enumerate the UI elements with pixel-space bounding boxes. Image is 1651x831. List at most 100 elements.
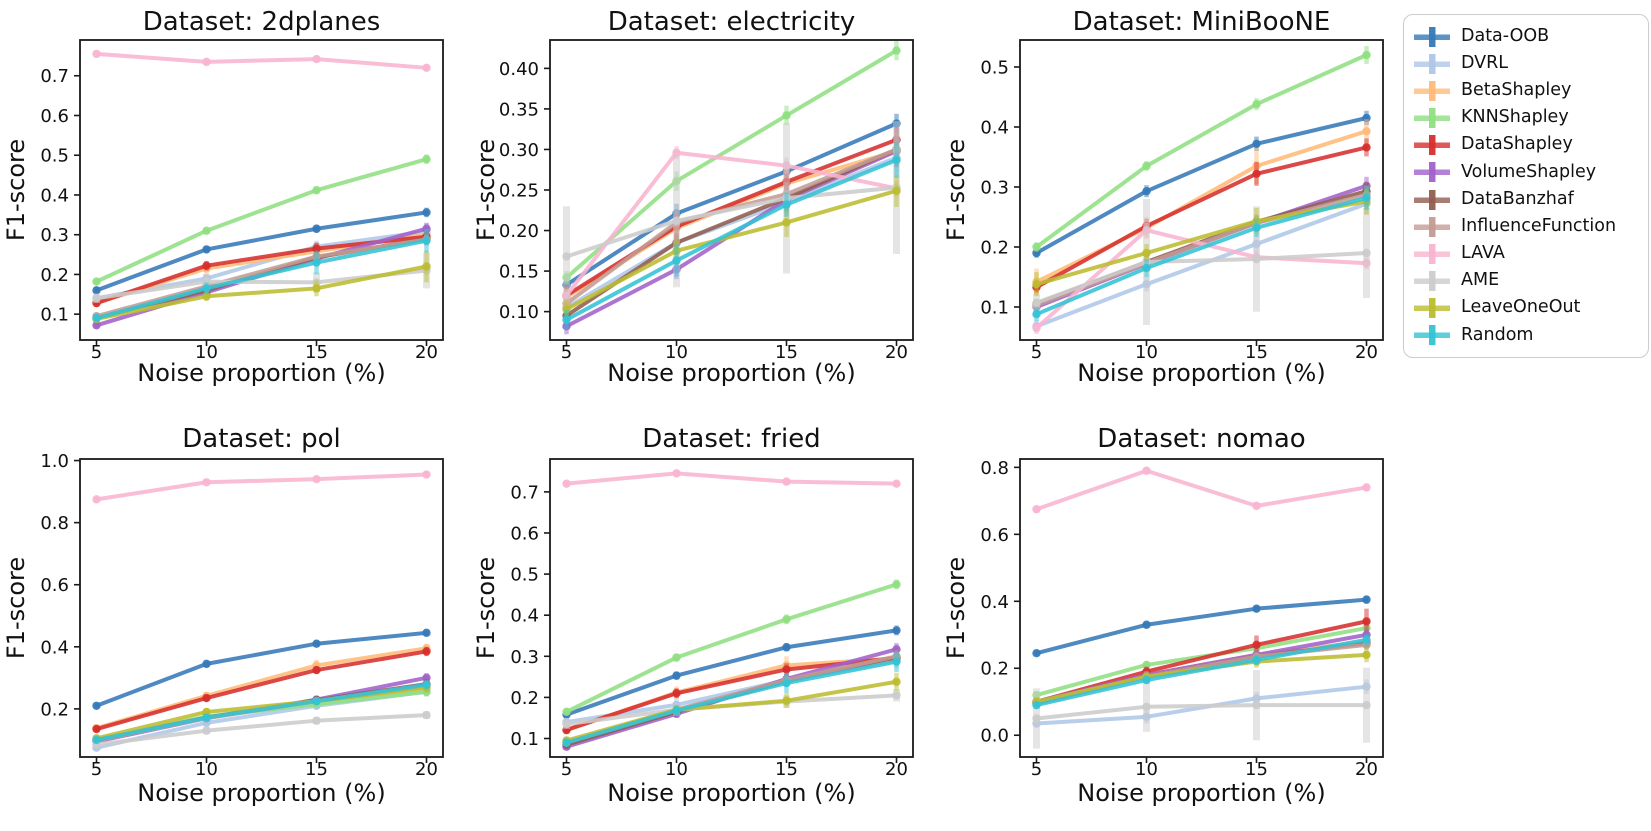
x-tick-label: 10 — [195, 759, 218, 780]
series-line-Data-OOB — [1034, 597, 1369, 656]
y-tick-label: 0.3 — [980, 177, 1009, 198]
series-marker-KNNShapley — [892, 580, 901, 589]
series-marker-LAVA — [672, 469, 681, 478]
legend-marker-icon — [1414, 135, 1450, 156]
series-marker-KNNShapley — [92, 277, 101, 286]
series-marker-DataShapley — [312, 665, 321, 675]
y-axis-label: F1-score — [472, 139, 500, 241]
legend-marker-icon — [1414, 53, 1450, 74]
series-marker-Random — [782, 678, 791, 688]
series-line-DataShapley — [564, 137, 899, 298]
legend-entry-label: BetaShapley — [1461, 80, 1572, 101]
series-marker-Data-OOB — [1362, 595, 1371, 604]
series-marker-AME — [672, 216, 681, 226]
legend-entry-KNNShapley: KNNShapley — [1414, 106, 1638, 130]
series-line-KNNShapley — [564, 48, 899, 280]
series-marker-LAVA — [782, 477, 791, 486]
chart-title: Dataset: pol — [182, 424, 340, 454]
y-tick-label: 0.4 — [980, 592, 1009, 613]
y-tick-label: 0.8 — [40, 513, 69, 534]
axes-frame — [79, 39, 444, 341]
subplot-dataset-nomao: 0.0 0.2 0.4 0.6 0.8 5 10 15 20 Dataset: nomao Nois… — [940, 413, 1410, 831]
axes-frame — [1019, 458, 1384, 758]
y-tick-label: 0.0 — [980, 726, 1009, 747]
legend-marker-icon — [1414, 162, 1450, 183]
series-line-Random — [94, 682, 429, 742]
series-marker-LeaveOneOut — [892, 186, 901, 196]
y-tick-label: 0.1 — [510, 729, 539, 750]
series-marker-AME — [1362, 700, 1371, 710]
series-marker-DataShapley — [672, 689, 681, 698]
x-tick-label: 5 — [91, 759, 102, 780]
x-tick-label: 10 — [665, 342, 688, 363]
legend-entry-label: KNNShapley — [1461, 107, 1569, 128]
legend-entry-Random: Random — [1414, 323, 1638, 347]
series-marker-Random — [1362, 193, 1371, 202]
y-tick-label: 0.2 — [980, 659, 1009, 680]
x-tick-label: 15 — [305, 759, 328, 780]
legend-entry-label: InfluenceFunction — [1461, 215, 1617, 236]
legend-entry-label: DataShapley — [1461, 134, 1573, 155]
series-marker-AME — [562, 252, 571, 261]
y-tick-label: 0.20 — [499, 221, 539, 242]
y-tick-label: 0.15 — [499, 262, 539, 283]
legend-marker-icon — [1414, 108, 1450, 129]
series-marker-Random — [312, 258, 321, 267]
series-marker-LeaveOneOut — [892, 677, 901, 686]
y-tick-label: 0.1 — [980, 297, 1009, 318]
x-tick-label: 20 — [885, 342, 908, 363]
series-line-Data-OOB — [94, 630, 429, 708]
series-line-AME — [94, 713, 429, 747]
y-tick-label: 0.5 — [510, 565, 539, 586]
legend-entry-label: AME — [1461, 270, 1500, 291]
legend-entry-LeaveOneOut: LeaveOneOut — [1414, 296, 1638, 320]
series-marker-DataShapley — [1252, 169, 1261, 178]
axes-frame — [549, 39, 914, 341]
y-tick-label: 0.40 — [499, 59, 539, 80]
legend-marker-icon — [1414, 243, 1450, 264]
x-tick-label: 20 — [885, 759, 908, 780]
series-marker-Random — [562, 738, 571, 747]
legend-marker-icon — [1414, 80, 1450, 101]
series-line-LeaveOneOut — [94, 264, 429, 321]
legend-entry-label: LAVA — [1461, 243, 1505, 264]
series-marker-DataShapley — [1362, 143, 1371, 152]
series-marker-Random — [672, 706, 681, 715]
legend-entry-label: LeaveOneOut — [1461, 297, 1581, 318]
series-line-LAVA — [94, 51, 429, 70]
y-tick-label: 0.6 — [510, 523, 539, 544]
x-tick-label: 15 — [775, 759, 798, 780]
series-marker-Random — [562, 315, 571, 324]
series-marker-KNNShapley — [1032, 242, 1041, 252]
series-line-AME — [564, 693, 899, 727]
series-marker-LAVA — [312, 474, 321, 484]
series-marker-LAVA — [92, 495, 101, 504]
series-marker-LeaveOneOut — [1362, 650, 1371, 660]
chart-title: Dataset: nomao — [1097, 424, 1305, 454]
legend: Data-OOB DVRL BetaShapley KNNShapley DataSha… — [1403, 14, 1649, 358]
y-tick-label: 0.1 — [40, 305, 69, 326]
series-marker-AME — [202, 726, 211, 735]
subplot-dataset-miniboone: 0.1 0.2 0.3 0.4 0.5 5 10 15 20 Dataset: MiniBooNE… — [940, 0, 1410, 411]
legend-entry-DVRL: DVRL — [1414, 52, 1638, 76]
series-marker-LAVA — [202, 57, 211, 67]
x-tick-label: 5 — [1031, 759, 1042, 780]
series-line-LAVA — [94, 472, 429, 502]
series-marker-KNNShapley — [672, 653, 681, 662]
x-tick-label: 20 — [415, 759, 438, 780]
y-tick-label: 0.30 — [499, 140, 539, 161]
x-tick-label: 15 — [775, 342, 798, 363]
chart-svg-dataset-nomao: 0.0 0.2 0.4 0.6 0.8 5 10 15 20 Dataset: nomao Nois… — [942, 424, 1384, 807]
legend-marker-icon — [1414, 270, 1450, 291]
chart-svg-dataset-fried: 0.1 0.2 0.3 0.4 0.5 0.6 0.7 5 10 15 20 Dataset: fri… — [472, 424, 914, 807]
series-marker-Data-OOB — [202, 245, 211, 254]
series-marker-LAVA — [422, 470, 431, 479]
series-line-LAVA — [564, 471, 899, 486]
series-marker-DataShapley — [202, 693, 211, 703]
x-tick-label: 20 — [415, 342, 438, 363]
y-axis-label: F1-score — [2, 557, 30, 659]
legend-entry-DataShapley: DataShapley — [1414, 133, 1638, 157]
x-tick-label: 10 — [665, 759, 688, 780]
series-marker-AME — [312, 716, 321, 725]
